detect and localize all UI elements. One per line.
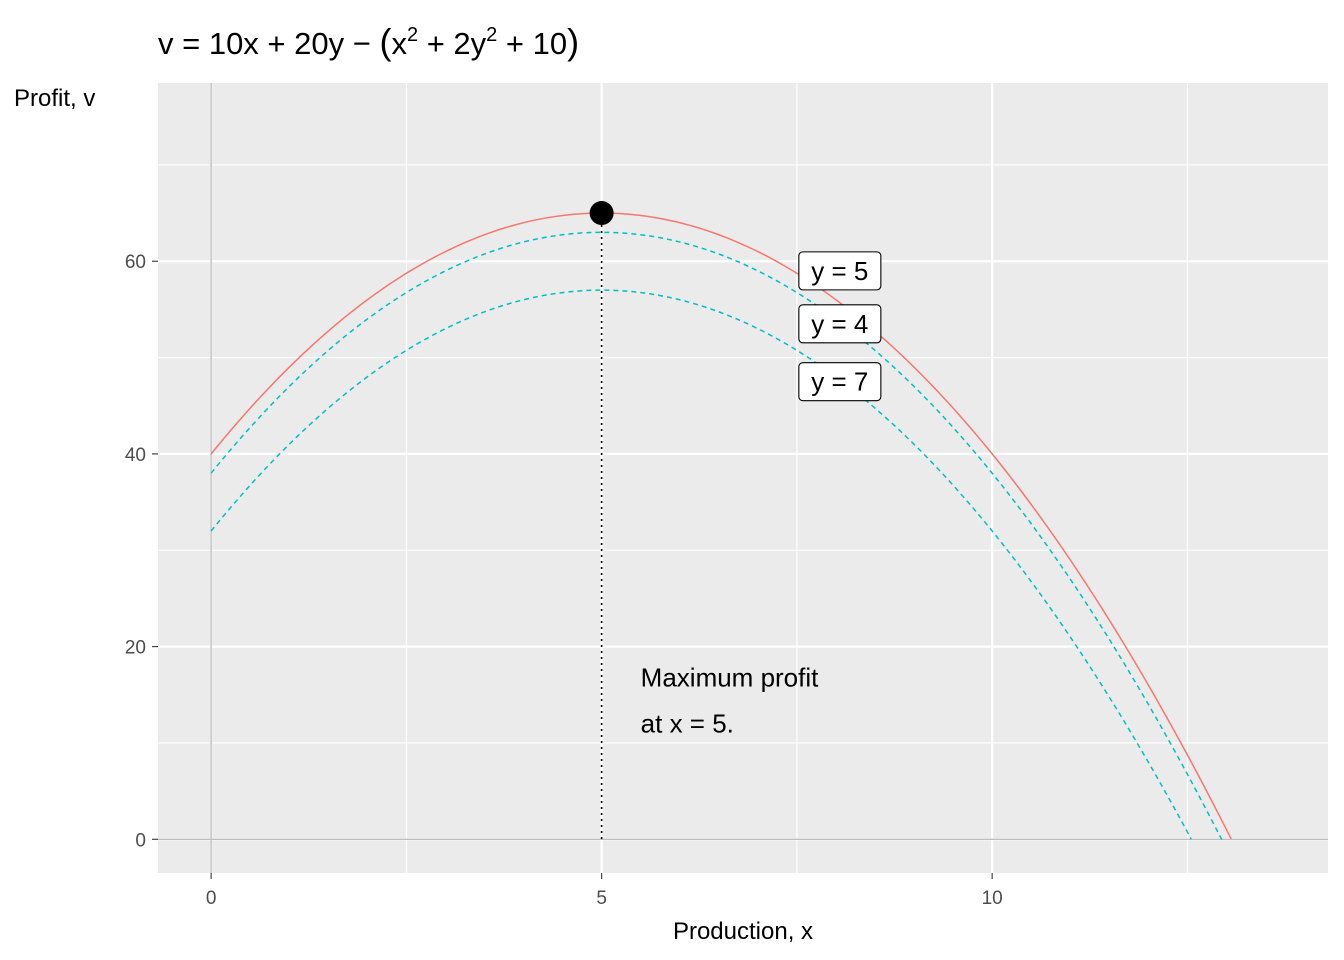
chart-title: v = 10x + 20y − (x2 + 2y2 + 10)	[158, 21, 579, 62]
curve-label-box	[798, 251, 882, 291]
max-profit-marker	[589, 201, 614, 226]
max-profit-point	[589, 201, 614, 226]
curve-label-text: y = 7	[811, 367, 868, 397]
curve-label-text: y = 5	[811, 256, 868, 286]
minor-gridlines	[158, 83, 1328, 873]
curve-label-y-4: y = 4	[798, 304, 882, 344]
y-axis-title: Profit, v	[14, 85, 95, 112]
curve-y-4	[210, 231, 1223, 841]
x-axis-ticks: 0 5 10	[206, 873, 1003, 909]
x-tick-label: 0	[206, 888, 217, 909]
title-close-paren: )	[567, 21, 579, 62]
curve-label-box	[798, 362, 882, 402]
profit-curves	[210, 212, 1232, 841]
reference-lines	[158, 83, 1328, 873]
curve-label-y-7: y = 7	[798, 362, 882, 402]
y-tick-label: 20	[125, 638, 146, 659]
curve-label-text: y = 4	[811, 309, 868, 339]
y-tick-label: 40	[125, 445, 146, 466]
title-sup-1: 2	[407, 24, 418, 46]
x-tick-label: 10	[982, 888, 1003, 909]
annotation-line-1: Maximum profit	[641, 662, 819, 692]
title-sup-2: 2	[486, 24, 497, 46]
curve-y-5	[210, 212, 1232, 840]
annotation-line-2: at x = 5.	[641, 709, 734, 739]
curve-y-7	[210, 289, 1192, 840]
title-part-d: + 10	[497, 26, 567, 61]
x-tick-label: 5	[596, 888, 607, 909]
x-axis-title: Production, x	[673, 918, 813, 945]
title-part-c: + 2y	[418, 26, 487, 61]
plot-panel	[158, 83, 1328, 873]
title-part-a: v = 10x + 20y −	[158, 26, 379, 61]
y-axis-ticks: 0 20 40 60	[125, 252, 158, 851]
title-part-b: x	[391, 26, 407, 61]
curve-labels: y = 5 y = 4 y = 7	[798, 251, 882, 402]
y-tick-label: 60	[125, 252, 146, 273]
curve-label-y-5: y = 5	[798, 251, 882, 291]
curve-label-box	[798, 304, 882, 344]
y-tick-label: 0	[135, 830, 146, 851]
title-open-paren: (	[379, 21, 391, 62]
